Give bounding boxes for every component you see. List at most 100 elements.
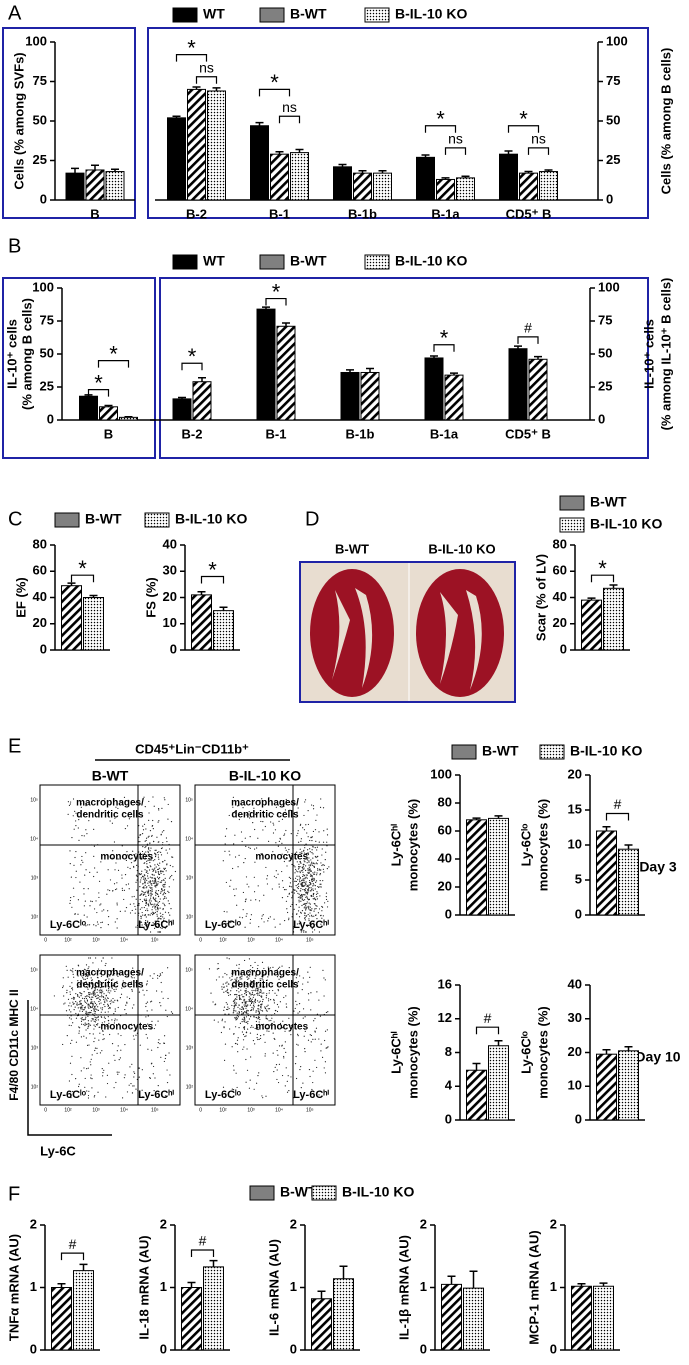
event-dot xyxy=(80,995,82,997)
x-tick-label: B-1 xyxy=(269,206,290,221)
event-dot xyxy=(271,1017,273,1019)
event-dot xyxy=(103,1016,106,1018)
event-dot xyxy=(75,1077,77,1080)
event-dot xyxy=(308,924,310,927)
event-dot xyxy=(142,845,144,848)
event-dot xyxy=(90,1020,92,1022)
event-dot xyxy=(154,1024,157,1026)
event-dot xyxy=(71,1039,73,1041)
event-dot xyxy=(240,972,243,974)
event-dot xyxy=(302,899,304,901)
event-dot xyxy=(140,916,142,918)
event-dot xyxy=(308,922,311,924)
event-dot xyxy=(309,912,311,914)
event-dot xyxy=(243,1026,246,1028)
event-dot xyxy=(223,991,225,993)
error-bar xyxy=(599,1282,608,1287)
y-tick-label: 0 xyxy=(30,1341,37,1356)
event-dot xyxy=(155,894,157,896)
event-dot xyxy=(307,849,309,851)
event-dot xyxy=(92,1003,95,1005)
event-dot xyxy=(153,1090,155,1092)
event-dot xyxy=(258,900,261,902)
event-dot xyxy=(244,992,246,995)
event-dot xyxy=(257,988,259,991)
event-dot xyxy=(104,1011,106,1013)
bar xyxy=(466,1069,487,1121)
event-dot xyxy=(109,1003,112,1005)
event-dot xyxy=(164,867,166,869)
y-tick-label: 60 xyxy=(33,563,47,578)
event-dot xyxy=(245,915,247,917)
quadrant-label: macrophages/ xyxy=(231,968,299,979)
event-dot xyxy=(301,869,303,871)
event-dot xyxy=(251,1009,253,1011)
event-dot xyxy=(86,977,88,980)
event-dot xyxy=(277,1006,280,1008)
event-dot xyxy=(157,931,159,933)
event-dot xyxy=(307,853,309,856)
event-dot xyxy=(261,1095,263,1097)
event-dot xyxy=(241,978,243,980)
event-dot xyxy=(68,1017,71,1019)
event-dot xyxy=(88,1025,90,1027)
event-dot xyxy=(294,872,296,874)
event-dot xyxy=(260,853,262,855)
event-dot xyxy=(138,1067,140,1069)
event-dot xyxy=(113,1054,115,1056)
event-dot xyxy=(266,1024,268,1026)
event-dot xyxy=(85,997,88,1000)
event-dot xyxy=(135,1088,137,1090)
error-bar xyxy=(89,594,98,598)
event-dot xyxy=(266,1027,268,1029)
event-dot xyxy=(265,1009,268,1011)
event-dot xyxy=(281,853,283,855)
event-dot xyxy=(239,1022,242,1025)
bar xyxy=(528,358,548,421)
event-dot xyxy=(299,866,301,868)
event-dot xyxy=(250,994,252,996)
event-dot xyxy=(244,900,247,903)
event-dot xyxy=(309,875,312,877)
event-dot xyxy=(145,1033,147,1036)
event-dot xyxy=(146,875,149,877)
y-tick-label: 0 xyxy=(445,906,452,921)
event-dot xyxy=(308,864,310,866)
event-dot xyxy=(321,917,323,919)
event-dot xyxy=(248,886,250,888)
event-dot xyxy=(299,896,301,898)
error-bar xyxy=(346,369,354,373)
event-dot xyxy=(266,979,268,981)
event-dot xyxy=(304,847,306,849)
event-dot xyxy=(91,982,93,985)
event-dot xyxy=(162,870,164,872)
flow-tick-label: 10⁵ xyxy=(306,937,314,943)
event-dot xyxy=(226,1003,228,1005)
event-dot xyxy=(286,911,289,914)
event-dot xyxy=(300,893,303,896)
event-dot xyxy=(306,902,308,905)
event-dot xyxy=(87,984,89,986)
event-dot xyxy=(108,1062,110,1064)
event-dot xyxy=(285,1051,287,1053)
event-dot xyxy=(233,972,235,974)
event-dot xyxy=(109,992,111,994)
event-dot xyxy=(320,1050,322,1052)
event-dot xyxy=(94,1008,96,1010)
event-dot xyxy=(94,991,96,993)
event-dot xyxy=(74,913,77,915)
event-dot xyxy=(67,801,70,803)
panel-label: F xyxy=(8,1183,20,1205)
event-dot xyxy=(146,890,148,892)
quadrant-label: monocytes xyxy=(255,852,308,863)
event-dot xyxy=(290,886,293,888)
event-dot xyxy=(244,1005,246,1008)
event-dot xyxy=(147,924,149,926)
event-dot xyxy=(262,979,264,981)
event-dot xyxy=(84,973,86,975)
y-axis-label: monocytes (%) xyxy=(535,799,550,891)
event-dot xyxy=(262,986,264,989)
event-dot xyxy=(121,1097,124,1099)
event-dot xyxy=(252,1009,254,1011)
event-dot xyxy=(123,796,126,799)
